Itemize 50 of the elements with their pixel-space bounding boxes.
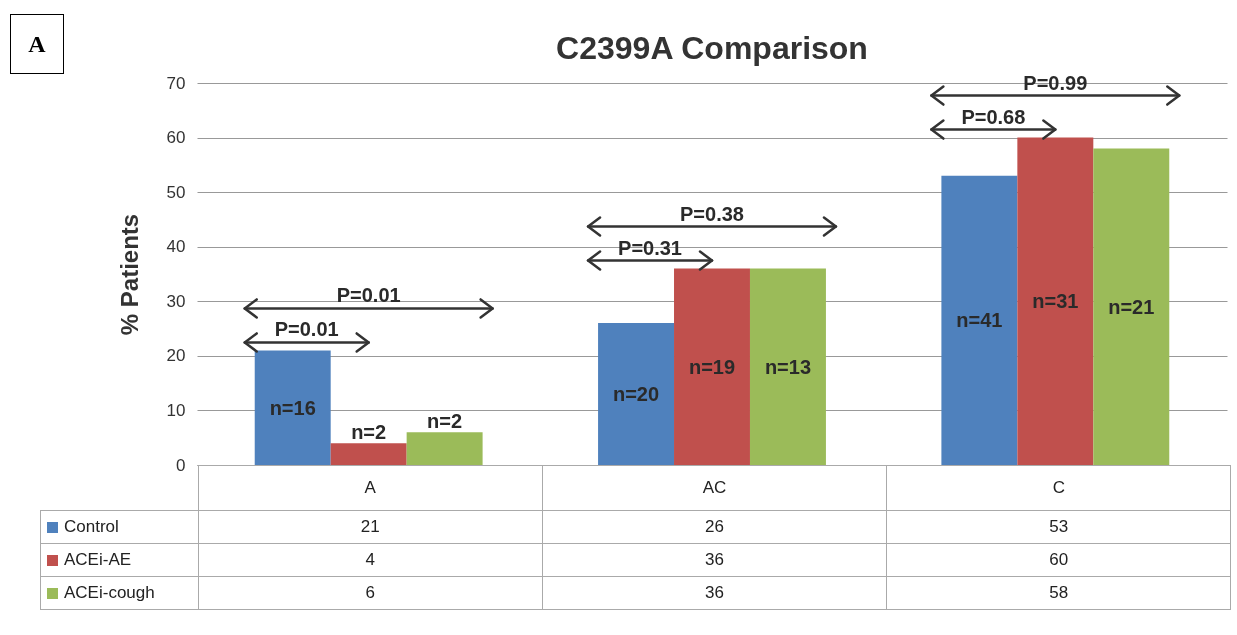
bar: [254, 350, 331, 465]
legend-label: Control: [40, 510, 198, 544]
bar: [941, 175, 1018, 465]
data-label: 60: [886, 543, 1231, 577]
y-tick-label: 20: [166, 346, 186, 366]
annotation: n=16: [269, 396, 316, 419]
data-label: 53: [886, 510, 1231, 544]
annotation: P=0.38: [680, 202, 744, 225]
chart-title: C2399A Comparison: [556, 30, 868, 66]
annotation: n=19: [688, 355, 736, 378]
bar: [674, 268, 750, 465]
annotation: n=31: [1032, 290, 1079, 313]
annotation: P=0.31: [618, 236, 683, 259]
data-label: 58: [886, 576, 1231, 610]
y-tick-label: 60: [166, 128, 186, 148]
data-label: 26: [542, 510, 887, 544]
y-tick-label: 0: [176, 455, 186, 475]
annotation: n=2: [427, 410, 463, 433]
bar: [1093, 148, 1170, 465]
legend-label: ACEi-AE: [40, 543, 198, 577]
bar: [1017, 137, 1094, 465]
annotation: n=13: [764, 355, 812, 378]
y-tick-label: 50: [166, 182, 186, 202]
annotation: n=20: [612, 383, 660, 406]
y-axis-title: % Patients: [115, 213, 143, 336]
annotation: n=2: [351, 421, 387, 444]
annotation: P=0.01: [274, 318, 339, 341]
data-label: 21: [198, 510, 543, 544]
data-label: 36: [542, 576, 887, 610]
x-tick-label: C: [886, 465, 1231, 511]
data-label: 36: [542, 543, 887, 577]
data-label: 4: [198, 543, 543, 577]
x-tick-label: A: [198, 465, 543, 511]
y-tick-label: 10: [166, 400, 186, 420]
y-tick-label: 40: [166, 237, 186, 257]
x-tick-label: AC: [542, 465, 887, 511]
annotation: n=41: [956, 309, 1003, 332]
bar: [749, 268, 826, 465]
y-tick-label: 30: [166, 291, 186, 311]
annotation: P=0.01: [336, 284, 401, 307]
annotation: n=21: [1108, 295, 1155, 318]
y-tick-label: 70: [166, 73, 186, 93]
text: A: [10, 14, 64, 74]
bar: [598, 323, 675, 465]
annotation: P=0.68: [961, 105, 1026, 128]
bar: [330, 443, 407, 465]
annotation: P=0.99: [1023, 71, 1088, 94]
data-label: 6: [198, 576, 543, 610]
bar: [406, 432, 483, 465]
legend-label: ACEi-cough: [40, 576, 198, 610]
